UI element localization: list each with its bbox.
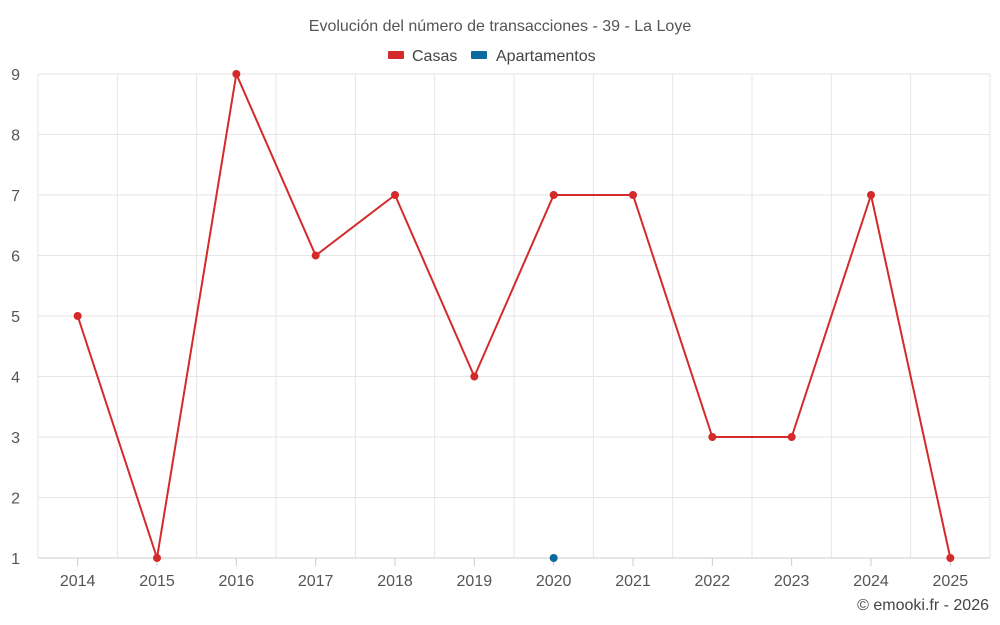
x-tick-label: 2024: [853, 573, 889, 590]
series: [73, 70, 955, 562]
y-tick-label: 8: [11, 128, 20, 145]
legend-label-apartamentos[interactable]: Apartamentos: [496, 48, 596, 65]
x-tick-label: 2016: [219, 573, 255, 590]
x-tick-label: 2019: [457, 573, 493, 590]
data-point-casas-2024[interactable]: [867, 191, 875, 199]
y-tick-label: 1: [11, 551, 20, 568]
x-tick-label: 2020: [536, 573, 572, 590]
x-tick-label: 2022: [695, 573, 731, 590]
data-point-casas-2020[interactable]: [549, 191, 558, 199]
data-point-casas-2022[interactable]: [708, 433, 717, 441]
y-tick-label: 7: [11, 188, 20, 205]
y-tick-label: 9: [11, 67, 20, 84]
series-line-casas: [76, 73, 952, 559]
series-casas: [73, 70, 955, 562]
y-tick-label: 2: [11, 491, 20, 508]
data-point-casas-2019[interactable]: [470, 372, 479, 381]
data-point-apartamentos-2020[interactable]: [549, 554, 558, 562]
data-point-casas-2017[interactable]: [311, 251, 320, 260]
series-apartamentos: [549, 554, 558, 562]
x-tick-label: 2015: [139, 573, 175, 590]
data-point-casas-2021[interactable]: [629, 191, 637, 199]
x-axis-ticks: 2014 2015 2016 2017 2018 2019 2020 2021 2022 2023…: [60, 558, 968, 590]
legend-swatch-casas: [388, 51, 404, 59]
legend-label-casas[interactable]: Casas: [412, 48, 457, 65]
x-tick-label: 2023: [774, 573, 810, 590]
x-tick-label: 2018: [377, 573, 413, 590]
data-point-casas-2023[interactable]: [787, 433, 796, 441]
grid: [37, 73, 991, 558]
data-point-casas-2018[interactable]: [391, 191, 399, 199]
y-tick-label: 6: [11, 249, 20, 266]
y-axis-ticks: 1 2 3 4 5 6 7 8 9: [11, 67, 20, 568]
data-point-casas-2016[interactable]: [232, 70, 241, 78]
x-tick-label: 2021: [615, 573, 651, 590]
data-point-casas-2015[interactable]: [153, 554, 161, 562]
x-tick-label: 2017: [298, 573, 334, 590]
x-tick-label: 2025: [933, 573, 969, 590]
y-tick-label: 5: [11, 309, 20, 326]
y-tick-label: 4: [11, 370, 20, 387]
legend: Casas Apartamentos: [388, 48, 596, 65]
x-tick-label: 2014: [60, 573, 96, 590]
data-point-casas-2014[interactable]: [73, 312, 82, 320]
legend-swatch-apartamentos: [471, 51, 487, 59]
data-point-casas-2025[interactable]: [946, 554, 955, 562]
credit-text: © emooki.fr - 2026: [857, 597, 989, 614]
chart-title: Evolución del número de transacciones - …: [309, 18, 692, 35]
y-tick-label: 3: [11, 430, 20, 447]
